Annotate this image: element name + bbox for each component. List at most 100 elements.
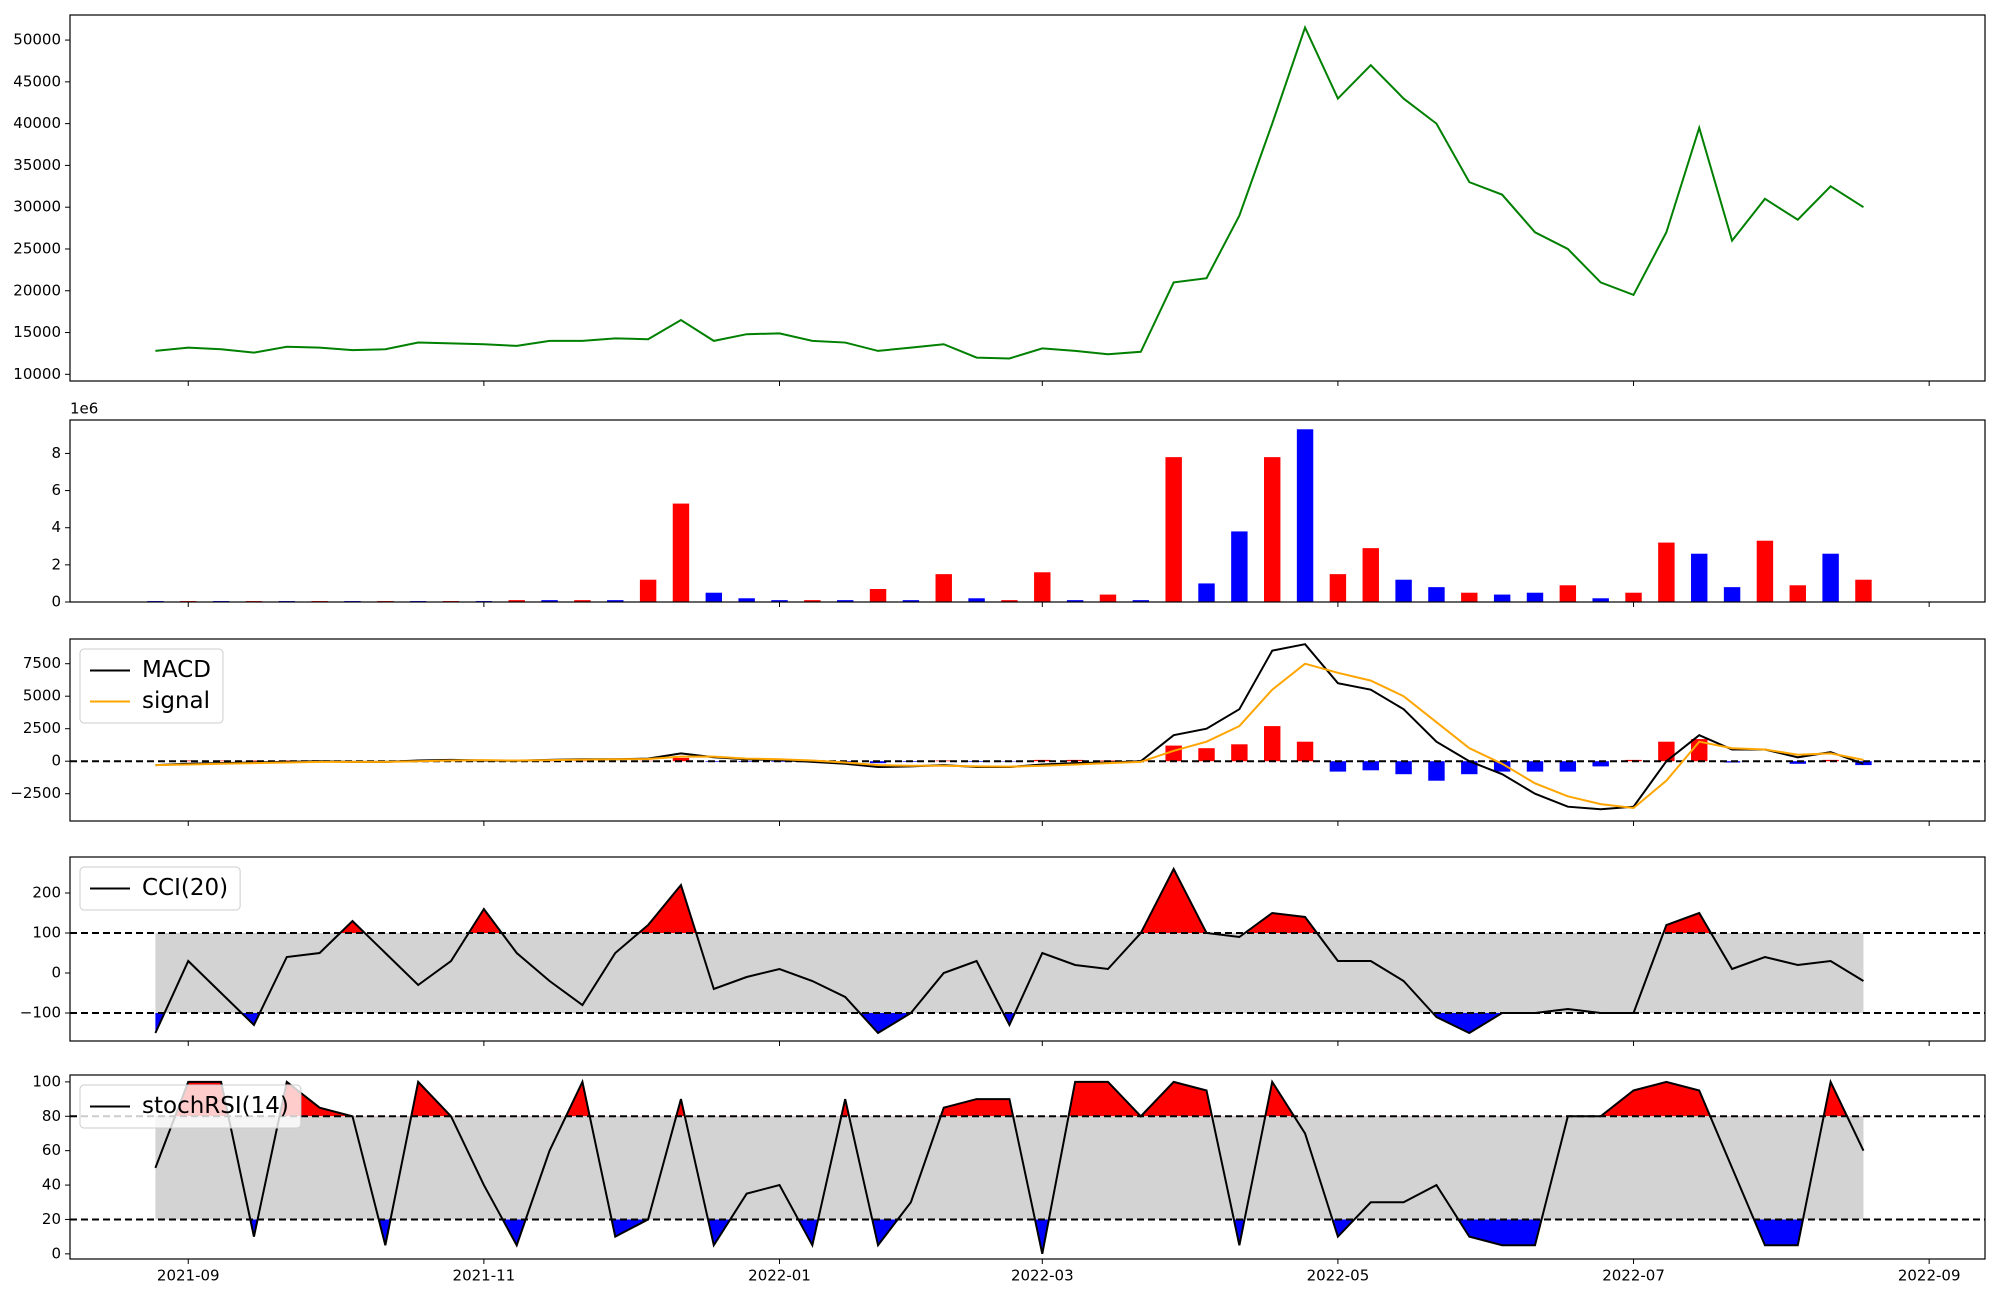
histogram-bar [672,757,690,762]
axes-frame [69,14,1986,382]
y-tick-label: 25000 [13,239,61,257]
volume-bar [804,600,821,602]
x-tick-label: 2022-09 [1898,1267,1961,1285]
y-tick-label: 8 [51,444,61,462]
histogram-bar [1559,761,1577,772]
histogram-bar [1789,761,1806,764]
volume-bar [1001,600,1018,602]
volume-bar [1099,594,1117,602]
volume-bar [1822,553,1839,602]
legend-box [79,648,224,724]
y-tick-label: 4 [51,518,61,536]
histogram-bar [245,760,263,762]
offset-label: 1e6 [70,400,98,418]
plot-area [147,429,1872,602]
x-tick-label: 2021-11 [453,1267,516,1285]
y-tick-label: 0 [51,964,61,982]
legend-box [79,1084,302,1129]
volume-bar [902,600,920,602]
volume-bar [1362,548,1379,602]
y-tick-label: 6 [51,481,61,499]
volume-bar [935,574,952,602]
legend-label: signal [142,688,210,714]
y-tick-label: 100 [32,1072,61,1090]
y-tick-label: 0 [51,752,61,770]
volume-bar [1066,600,1084,602]
plot-area [70,1078,1985,1255]
volume-bar [968,598,985,602]
y-tick-label: 2500 [23,719,61,737]
volume-bar [1296,429,1314,602]
volume-bar [1756,540,1774,602]
y-tick-label: 35000 [13,156,61,174]
volume-bar [1329,574,1347,602]
y-tick-label: 40000 [13,114,61,132]
volume-bar [1231,531,1248,602]
y-tick-label: 15000 [13,323,61,341]
volume-bar [1165,457,1182,602]
plot-area [155,24,1864,360]
volume-bar [1691,553,1708,602]
y-tick-label: 0 [51,593,61,611]
volume-bar [1592,598,1609,602]
histogram-bar [1198,748,1215,762]
legend-box [79,866,241,911]
histogram-bar [1493,761,1511,772]
histogram-bar [180,760,197,762]
legend-label: MACD [142,657,211,683]
volume-bar [541,600,558,602]
volume-bar [574,600,591,602]
y-tick-label: 0 [51,1244,61,1262]
volume-bar [1723,587,1741,602]
volume-bar [639,579,657,602]
volume-bar [1264,457,1281,602]
y-tick-label: 20000 [13,281,61,299]
overbought-fill [155,869,1864,933]
series-line [155,662,1864,810]
volume-bar [1625,592,1642,602]
histogram-bar [1461,761,1478,775]
volume-bar [1198,583,1215,602]
histogram-bar [1296,741,1314,762]
legend-label: CCI(20) [142,875,228,901]
volume-bar [836,600,854,602]
axes-frame [69,638,1986,822]
x-tick-label: 2022-01 [748,1267,811,1285]
volume-bar [672,503,690,602]
y-tick-label: 40 [42,1176,61,1194]
x-tick-label: 2022-05 [1307,1267,1370,1285]
x-tick-label: 2021-09 [157,1267,220,1285]
band-fill [155,1116,1864,1220]
plot-area [70,866,1985,1035]
histogram-bar [1362,761,1379,771]
volume-bar [1789,585,1806,602]
y-tick-label: 45000 [13,72,61,90]
histogram-bar [1395,761,1412,775]
y-tick-label: 7500 [23,654,61,672]
histogram-bar [1526,761,1544,772]
y-tick-label: −100 [20,1004,61,1022]
histogram-bar [1691,739,1708,762]
series-line [154,866,1864,1035]
series-line [155,643,1864,811]
y-tick-label: 10000 [13,365,61,383]
volume-bar [1658,542,1675,602]
series-line [154,1078,1865,1255]
volume-bar [771,600,788,602]
histogram-bar [1592,761,1609,767]
x-tick-label: 2022-03 [1011,1267,1074,1285]
y-tick-label: 5000 [23,687,61,705]
volume-bar [607,600,624,602]
axes-frame [69,419,1986,603]
volume-bar [1493,594,1511,602]
volume-bar [1559,585,1577,602]
histogram-bar [1658,741,1675,762]
volume-bar [1428,587,1445,602]
histogram-bar [1329,761,1347,772]
y-tick-label: 200 [32,884,61,902]
x-tick-label: 2022-07 [1602,1267,1665,1285]
volume-bar [1855,579,1872,602]
histogram-bar [212,760,230,762]
histogram-bar [1231,744,1248,762]
